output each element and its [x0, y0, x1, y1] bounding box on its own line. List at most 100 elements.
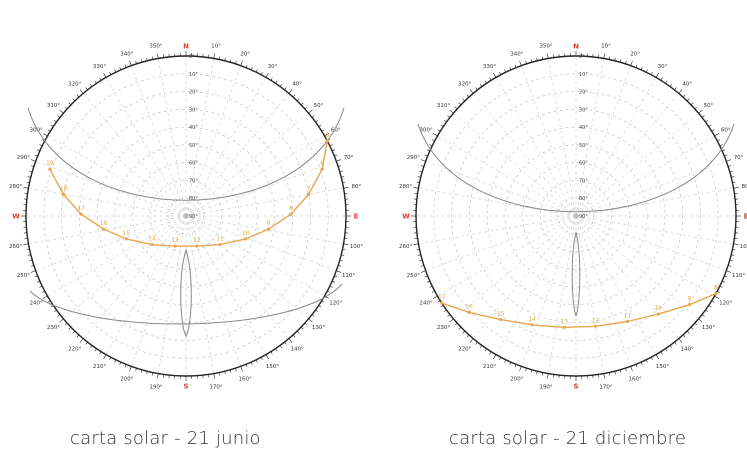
tick-mark	[625, 368, 627, 372]
declination-curve-north	[27, 107, 345, 201]
tick-mark	[655, 354, 659, 360]
tick-mark	[717, 290, 721, 293]
tick-mark	[41, 290, 45, 293]
hour-label: 5	[325, 132, 329, 139]
azimuth-line	[82, 93, 187, 217]
altitude-ring	[469, 109, 683, 323]
altitude-label: 90°	[189, 214, 198, 220]
azimuth-line	[575, 112, 699, 217]
tick-mark	[146, 57, 148, 61]
tick-mark	[342, 181, 346, 184]
sun-path-point	[101, 227, 106, 231]
azimuth-label: 100°	[740, 244, 747, 250]
tick-mark	[499, 357, 502, 361]
altitude-ring	[504, 144, 648, 288]
tick-mark	[343, 187, 349, 189]
azimuth-label: 50°	[314, 103, 324, 109]
tick-mark	[443, 309, 447, 313]
altitude-label: 20°	[579, 90, 588, 96]
tick-mark	[640, 66, 643, 70]
azimuth-label: 20°	[240, 51, 250, 57]
azimuth-line	[131, 65, 187, 217]
tick-mark	[462, 98, 466, 102]
tick-mark	[114, 69, 117, 73]
tick-mark	[235, 60, 237, 64]
tick-mark	[30, 270, 36, 273]
tick-mark	[514, 364, 517, 368]
tick-mark	[686, 98, 690, 102]
tick-mark	[499, 71, 502, 75]
sun-path-point	[440, 301, 444, 305]
azimuth-label: 300°	[420, 128, 433, 134]
sun-path	[441, 292, 717, 329]
altitude-ring	[540, 180, 612, 252]
cardinal-w: W	[12, 213, 20, 221]
azimuth-line	[157, 215, 187, 374]
azimuth-label: 170°	[599, 384, 612, 390]
tick-mark	[94, 80, 97, 84]
tick-mark	[420, 165, 424, 167]
tick-mark	[124, 364, 127, 368]
hour-label: 14	[528, 316, 536, 323]
tick-mark	[26, 248, 30, 251]
sun-path-point	[562, 325, 566, 329]
tick-mark	[72, 98, 76, 102]
tick-mark	[489, 77, 492, 81]
azimuth-label: 230°	[437, 325, 450, 331]
azimuth-line	[547, 58, 577, 217]
tick-mark	[34, 154, 38, 157]
azimuth-line	[185, 58, 215, 217]
tick-mark	[89, 83, 93, 87]
sun-chart-december: 10°20°30°40°50°60°70°80°100°110°120°130°…	[399, 43, 747, 391]
altitude-label: 10°	[189, 72, 198, 78]
tick-mark	[484, 348, 487, 352]
tick-mark	[630, 60, 633, 66]
azimuth-label: 280°	[9, 184, 22, 190]
tick-mark	[698, 109, 703, 114]
tick-mark	[151, 372, 154, 376]
caption-june: carta solar - 21 junio	[70, 428, 261, 449]
hour-label: 6	[320, 160, 324, 167]
tick-mark	[640, 362, 643, 366]
sun-path-point	[656, 312, 660, 316]
tick-mark	[698, 318, 703, 323]
azimuth-label: 150°	[656, 364, 669, 370]
tick-mark	[109, 71, 112, 75]
sun-path-point	[320, 167, 324, 171]
sun-path-point	[195, 244, 199, 248]
azimuth-line	[575, 58, 605, 217]
tick-mark	[304, 106, 308, 110]
tick-mark	[694, 106, 698, 110]
tick-mark	[39, 144, 43, 147]
tick-mark	[79, 89, 84, 94]
tick-mark	[708, 305, 712, 308]
sun-path-point	[266, 227, 271, 231]
altitude-label: 30°	[189, 107, 198, 113]
altitude-ring	[557, 197, 595, 235]
tick-mark	[458, 326, 462, 330]
sun-path-point	[150, 242, 154, 247]
azimuth-label: 160°	[239, 377, 252, 383]
tick-mark	[484, 80, 487, 84]
altitude-ring	[451, 91, 701, 341]
tick-mark	[732, 248, 736, 251]
azimuth-label: 330°	[483, 64, 496, 70]
hour-label: 12	[592, 317, 600, 324]
hour-label: 8	[714, 285, 718, 292]
tick-mark	[449, 109, 454, 114]
tick-mark	[674, 341, 677, 345]
hour-label: 9	[688, 296, 692, 303]
tick-mark	[57, 314, 61, 317]
tick-mark	[245, 64, 248, 68]
tick-mark	[536, 57, 538, 61]
tick-mark	[733, 187, 739, 189]
azimuth-line	[185, 215, 337, 271]
tick-mark	[336, 159, 342, 162]
azimuth-label: 260°	[399, 244, 412, 250]
hour-label: 10	[654, 305, 662, 312]
azimuth-line	[185, 135, 325, 217]
tick-mark	[99, 77, 102, 81]
azimuth-line	[28, 215, 187, 245]
tick-mark	[339, 259, 343, 262]
azimuth-line	[63, 215, 187, 320]
